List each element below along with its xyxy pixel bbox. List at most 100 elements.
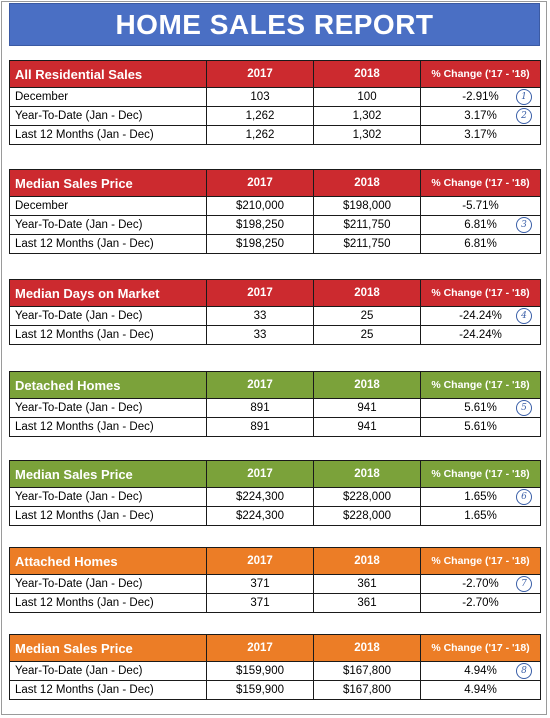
change-value: 5.61%: [464, 421, 497, 433]
section-title: Median Days on Market: [9, 279, 207, 307]
change-value: 6.81%: [464, 219, 497, 231]
column-change-header: % Change ('17 - '18): [420, 547, 541, 575]
table-row: Last 12 Months (Jan - Dec) 33 25 -24.24%: [9, 325, 541, 345]
change-value: 3.17%: [464, 129, 497, 141]
section-title: Attached Homes: [9, 547, 207, 575]
change-value: 1.65%: [464, 510, 497, 522]
value-2017: 1,262: [206, 106, 314, 126]
table-row: Year-To-Date (Jan - Dec) $159,900 $167,8…: [9, 661, 541, 681]
change-cell: 4.94%: [420, 680, 541, 700]
value-2017: $198,250: [206, 215, 314, 235]
section-header-row: Median Sales Price 2017 2018 % Change ('…: [9, 460, 541, 488]
row-label: December: [9, 196, 207, 216]
value-2018: 1,302: [313, 106, 421, 126]
value-2017: 103: [206, 87, 314, 107]
value-2018: 361: [313, 593, 421, 613]
row-label: Last 12 Months (Jan - Dec): [9, 680, 207, 700]
row-label: Year-To-Date (Jan - Dec): [9, 306, 207, 326]
section-header-row: Median Sales Price 2017 2018 % Change ('…: [9, 634, 541, 662]
footnote-marker-icon: 6: [516, 489, 532, 505]
change-value: 4.94%: [464, 665, 497, 677]
section-title: Detached Homes: [9, 371, 207, 399]
section-detached-median-sales-price: Median Sales Price 2017 2018 % Change ('…: [9, 460, 541, 526]
section-header-row: Median Sales Price 2017 2018 % Change ('…: [9, 169, 541, 197]
value-2017: 1,262: [206, 125, 314, 145]
change-value: -24.24%: [459, 329, 502, 341]
footnote-marker-icon: 8: [516, 663, 532, 679]
section-header-row: All Residential Sales 2017 2018 % Change…: [9, 60, 541, 88]
row-label: Last 12 Months (Jan - Dec): [9, 234, 207, 254]
change-cell: 5.61%: [420, 417, 541, 437]
value-2017: $159,900: [206, 680, 314, 700]
change-cell: 5.61% 5: [420, 398, 541, 418]
column-2017-header: 2017: [206, 547, 314, 575]
value-2017: 33: [206, 306, 314, 326]
column-2017-header: 2017: [206, 460, 314, 488]
change-value: 4.94%: [464, 684, 497, 696]
change-value: 6.81%: [464, 238, 497, 250]
value-2018: 25: [313, 325, 421, 345]
table-row: Year-To-Date (Jan - Dec) 1,262 1,302 3.1…: [9, 106, 541, 126]
change-cell: -2.70%: [420, 593, 541, 613]
change-value: 3.17%: [464, 110, 497, 122]
value-2017: 891: [206, 398, 314, 418]
change-cell: 1.65%: [420, 506, 541, 526]
column-change-header: % Change ('17 - '18): [420, 60, 541, 88]
column-2018-header: 2018: [313, 169, 421, 197]
value-2017: $159,900: [206, 661, 314, 681]
row-label: Last 12 Months (Jan - Dec): [9, 417, 207, 437]
column-change-header: % Change ('17 - '18): [420, 634, 541, 662]
table-row: Last 12 Months (Jan - Dec) 371 361 -2.70…: [9, 593, 541, 613]
footnote-marker-icon: 2: [516, 108, 532, 124]
column-change-header: % Change ('17 - '18): [420, 460, 541, 488]
change-cell: -24.24% 4: [420, 306, 541, 326]
table-row: Last 12 Months (Jan - Dec) $198,250 $211…: [9, 234, 541, 254]
row-label: Year-To-Date (Jan - Dec): [9, 398, 207, 418]
row-label: Last 12 Months (Jan - Dec): [9, 506, 207, 526]
row-label: Last 12 Months (Jan - Dec): [9, 325, 207, 345]
change-cell: 6.81%: [420, 234, 541, 254]
table-row: Year-To-Date (Jan - Dec) 891 941 5.61% 5: [9, 398, 541, 418]
row-label: Last 12 Months (Jan - Dec): [9, 593, 207, 613]
change-cell: 3.17%: [420, 125, 541, 145]
report-title: HOME SALES REPORT: [9, 3, 540, 46]
column-2017-header: 2017: [206, 634, 314, 662]
column-change-header: % Change ('17 - '18): [420, 169, 541, 197]
change-cell: -5.71%: [420, 196, 541, 216]
footnote-marker-icon: 1: [516, 89, 532, 105]
row-label: Last 12 Months (Jan - Dec): [9, 125, 207, 145]
table-row: Last 12 Months (Jan - Dec) $224,300 $228…: [9, 506, 541, 526]
value-2017: 891: [206, 417, 314, 437]
column-2017-header: 2017: [206, 279, 314, 307]
change-cell: -24.24%: [420, 325, 541, 345]
column-2017-header: 2017: [206, 169, 314, 197]
change-value: -2.70%: [462, 578, 499, 590]
value-2017: $210,000: [206, 196, 314, 216]
table-row: December $210,000 $198,000 -5.71%: [9, 196, 541, 216]
change-cell: 3.17% 2: [420, 106, 541, 126]
section-header-row: Detached Homes 2017 2018 % Change ('17 -…: [9, 371, 541, 399]
section-all-residential-sales: All Residential Sales 2017 2018 % Change…: [9, 60, 541, 145]
value-2018: 941: [313, 417, 421, 437]
section-attached-median-sales-price: Median Sales Price 2017 2018 % Change ('…: [9, 634, 541, 700]
column-2018-header: 2018: [313, 547, 421, 575]
table-row: Year-To-Date (Jan - Dec) 33 25 -24.24% 4: [9, 306, 541, 326]
change-cell: -2.91% 1: [420, 87, 541, 107]
table-row: December 103 100 -2.91% 1: [9, 87, 541, 107]
column-2017-header: 2017: [206, 371, 314, 399]
table-row: Year-To-Date (Jan - Dec) $198,250 $211,7…: [9, 215, 541, 235]
row-label: December: [9, 87, 207, 107]
footnote-marker-icon: 4: [516, 308, 532, 324]
row-label: Year-To-Date (Jan - Dec): [9, 215, 207, 235]
section-median-sales-price: Median Sales Price 2017 2018 % Change ('…: [9, 169, 541, 254]
column-2018-header: 2018: [313, 279, 421, 307]
column-change-header: % Change ('17 - '18): [420, 279, 541, 307]
change-value: -5.71%: [462, 200, 499, 212]
section-title: Median Sales Price: [9, 169, 207, 197]
value-2018: $198,000: [313, 196, 421, 216]
value-2018: $228,000: [313, 506, 421, 526]
column-2018-header: 2018: [313, 371, 421, 399]
column-change-header: % Change ('17 - '18): [420, 371, 541, 399]
value-2018: 25: [313, 306, 421, 326]
